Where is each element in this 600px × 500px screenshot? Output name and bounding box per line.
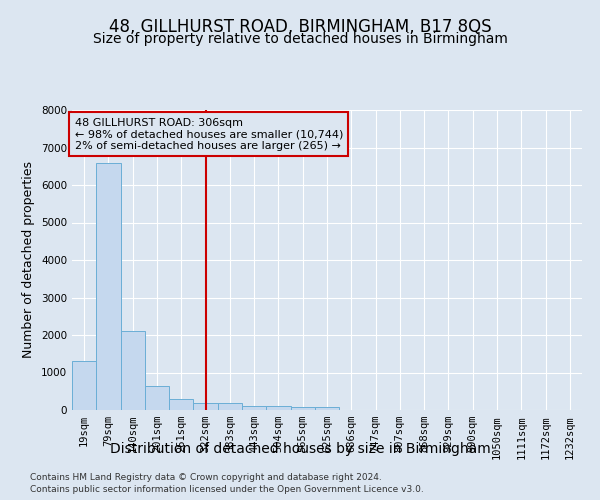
Bar (121, 331, 145, 410)
Bar (266, 406, 290, 410)
Text: 48 GILLHURST ROAD: 306sqm
← 98% of detached houses are smaller (10,744)
2% of se: 48 GILLHURST ROAD: 306sqm ← 98% of detac… (74, 118, 343, 150)
Bar (145, 386, 169, 410)
Bar (218, 404, 242, 410)
Bar (193, 404, 218, 410)
Text: Size of property relative to detached houses in Birmingham: Size of property relative to detached ho… (92, 32, 508, 46)
Bar (315, 407, 339, 410)
Bar (169, 399, 193, 410)
Text: Contains HM Land Registry data © Crown copyright and database right 2024.: Contains HM Land Registry data © Crown c… (30, 472, 382, 482)
Bar (72, 361, 96, 410)
Text: 48, GILLHURST ROAD, BIRMINGHAM, B17 8QS: 48, GILLHURST ROAD, BIRMINGHAM, B17 8QS (109, 18, 491, 36)
Bar (96, 162, 121, 410)
Bar (290, 407, 315, 410)
Text: Contains public sector information licensed under the Open Government Licence v3: Contains public sector information licen… (30, 485, 424, 494)
Text: Distribution of detached houses by size in Birmingham: Distribution of detached houses by size … (110, 442, 490, 456)
Bar (242, 406, 266, 410)
Y-axis label: Number of detached properties: Number of detached properties (22, 162, 35, 358)
